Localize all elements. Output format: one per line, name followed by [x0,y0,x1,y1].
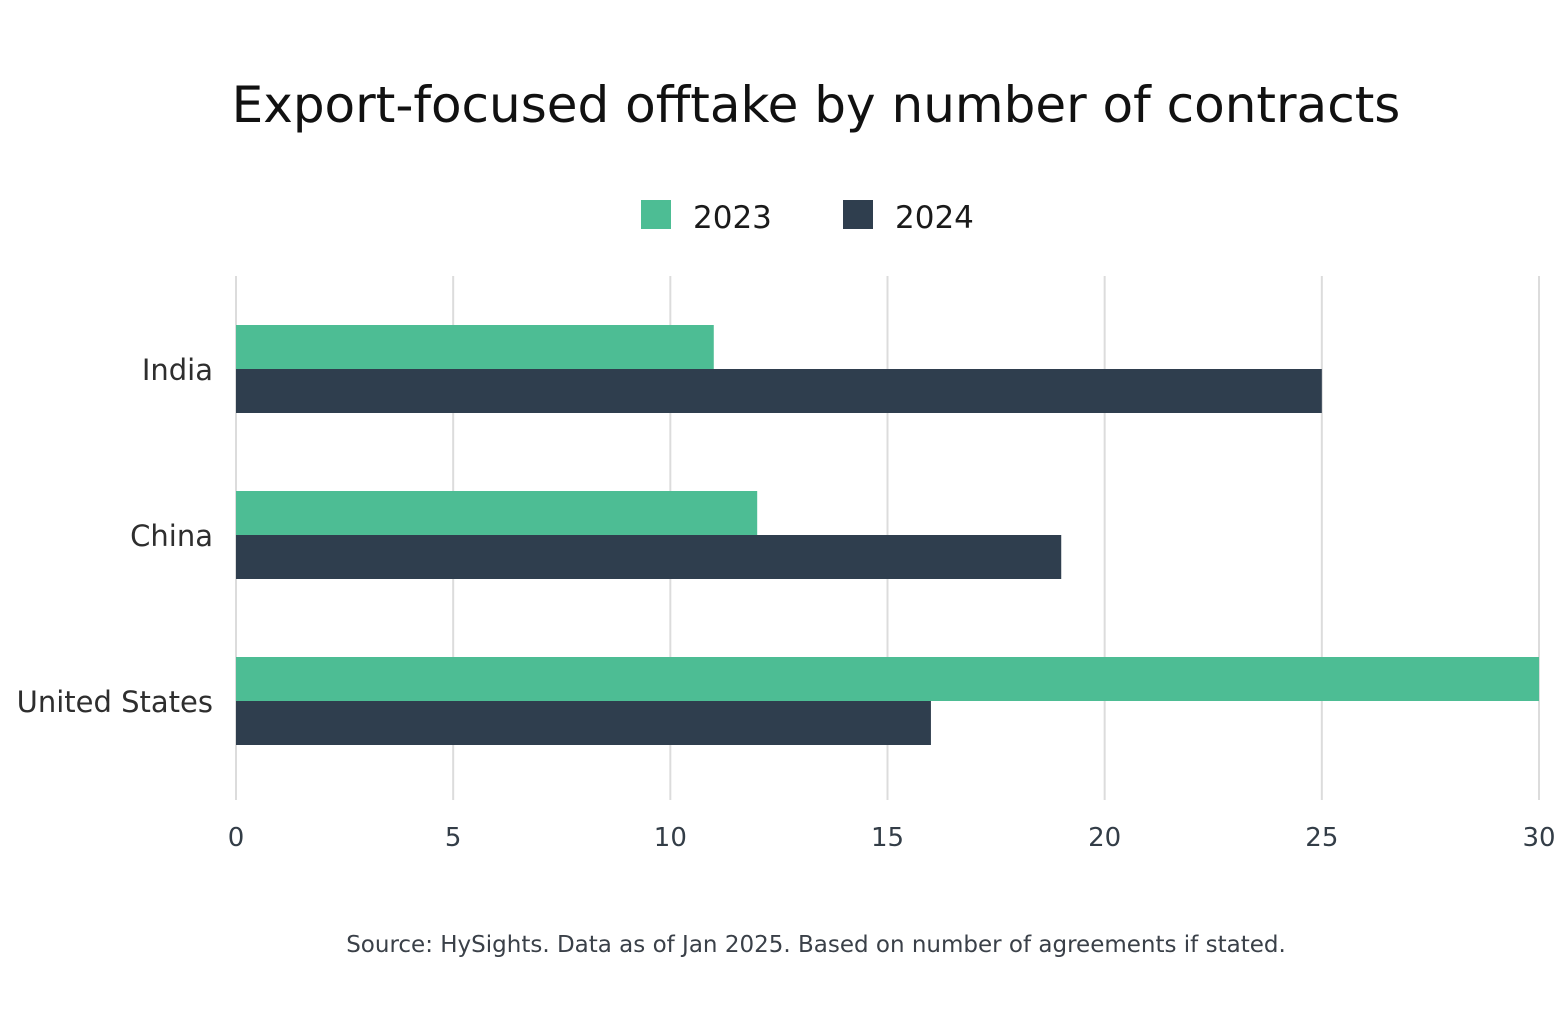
x-tick-label: 15 [871,823,904,853]
x-tick-label: 5 [445,823,462,853]
legend-label-2024: 2024 [895,200,974,236]
category-label: India [142,353,213,387]
x-tick-label: 20 [1088,823,1121,853]
x-tick-labels: 0 5 10 15 20 25 30 [228,823,1556,853]
legend-swatch-2024 [843,200,873,229]
bar-india-2023 [236,325,714,369]
legend-label-2023: 2023 [693,200,772,236]
category-label: China [130,519,213,553]
bar-china-2024 [236,535,1062,579]
x-tick-label: 10 [654,823,687,853]
legend: 2023 2024 [641,200,974,236]
category-labels: India China United States [17,353,213,719]
legend-swatch-2023 [641,200,671,229]
chart-title: Export-focused offtake by number of cont… [232,76,1401,134]
source-note: Source: HySights. Data as of Jan 2025. B… [346,932,1286,958]
bar-united-states-2024 [236,701,931,745]
x-tick-label: 0 [228,823,245,853]
bar-united-states-2023 [236,657,1539,701]
bar-india-2024 [236,369,1322,413]
bar-china-2023 [236,491,758,535]
category-label: United States [17,685,213,719]
x-tick-label: 25 [1305,823,1338,853]
bars [236,325,1539,745]
x-tick-label: 30 [1522,823,1555,853]
